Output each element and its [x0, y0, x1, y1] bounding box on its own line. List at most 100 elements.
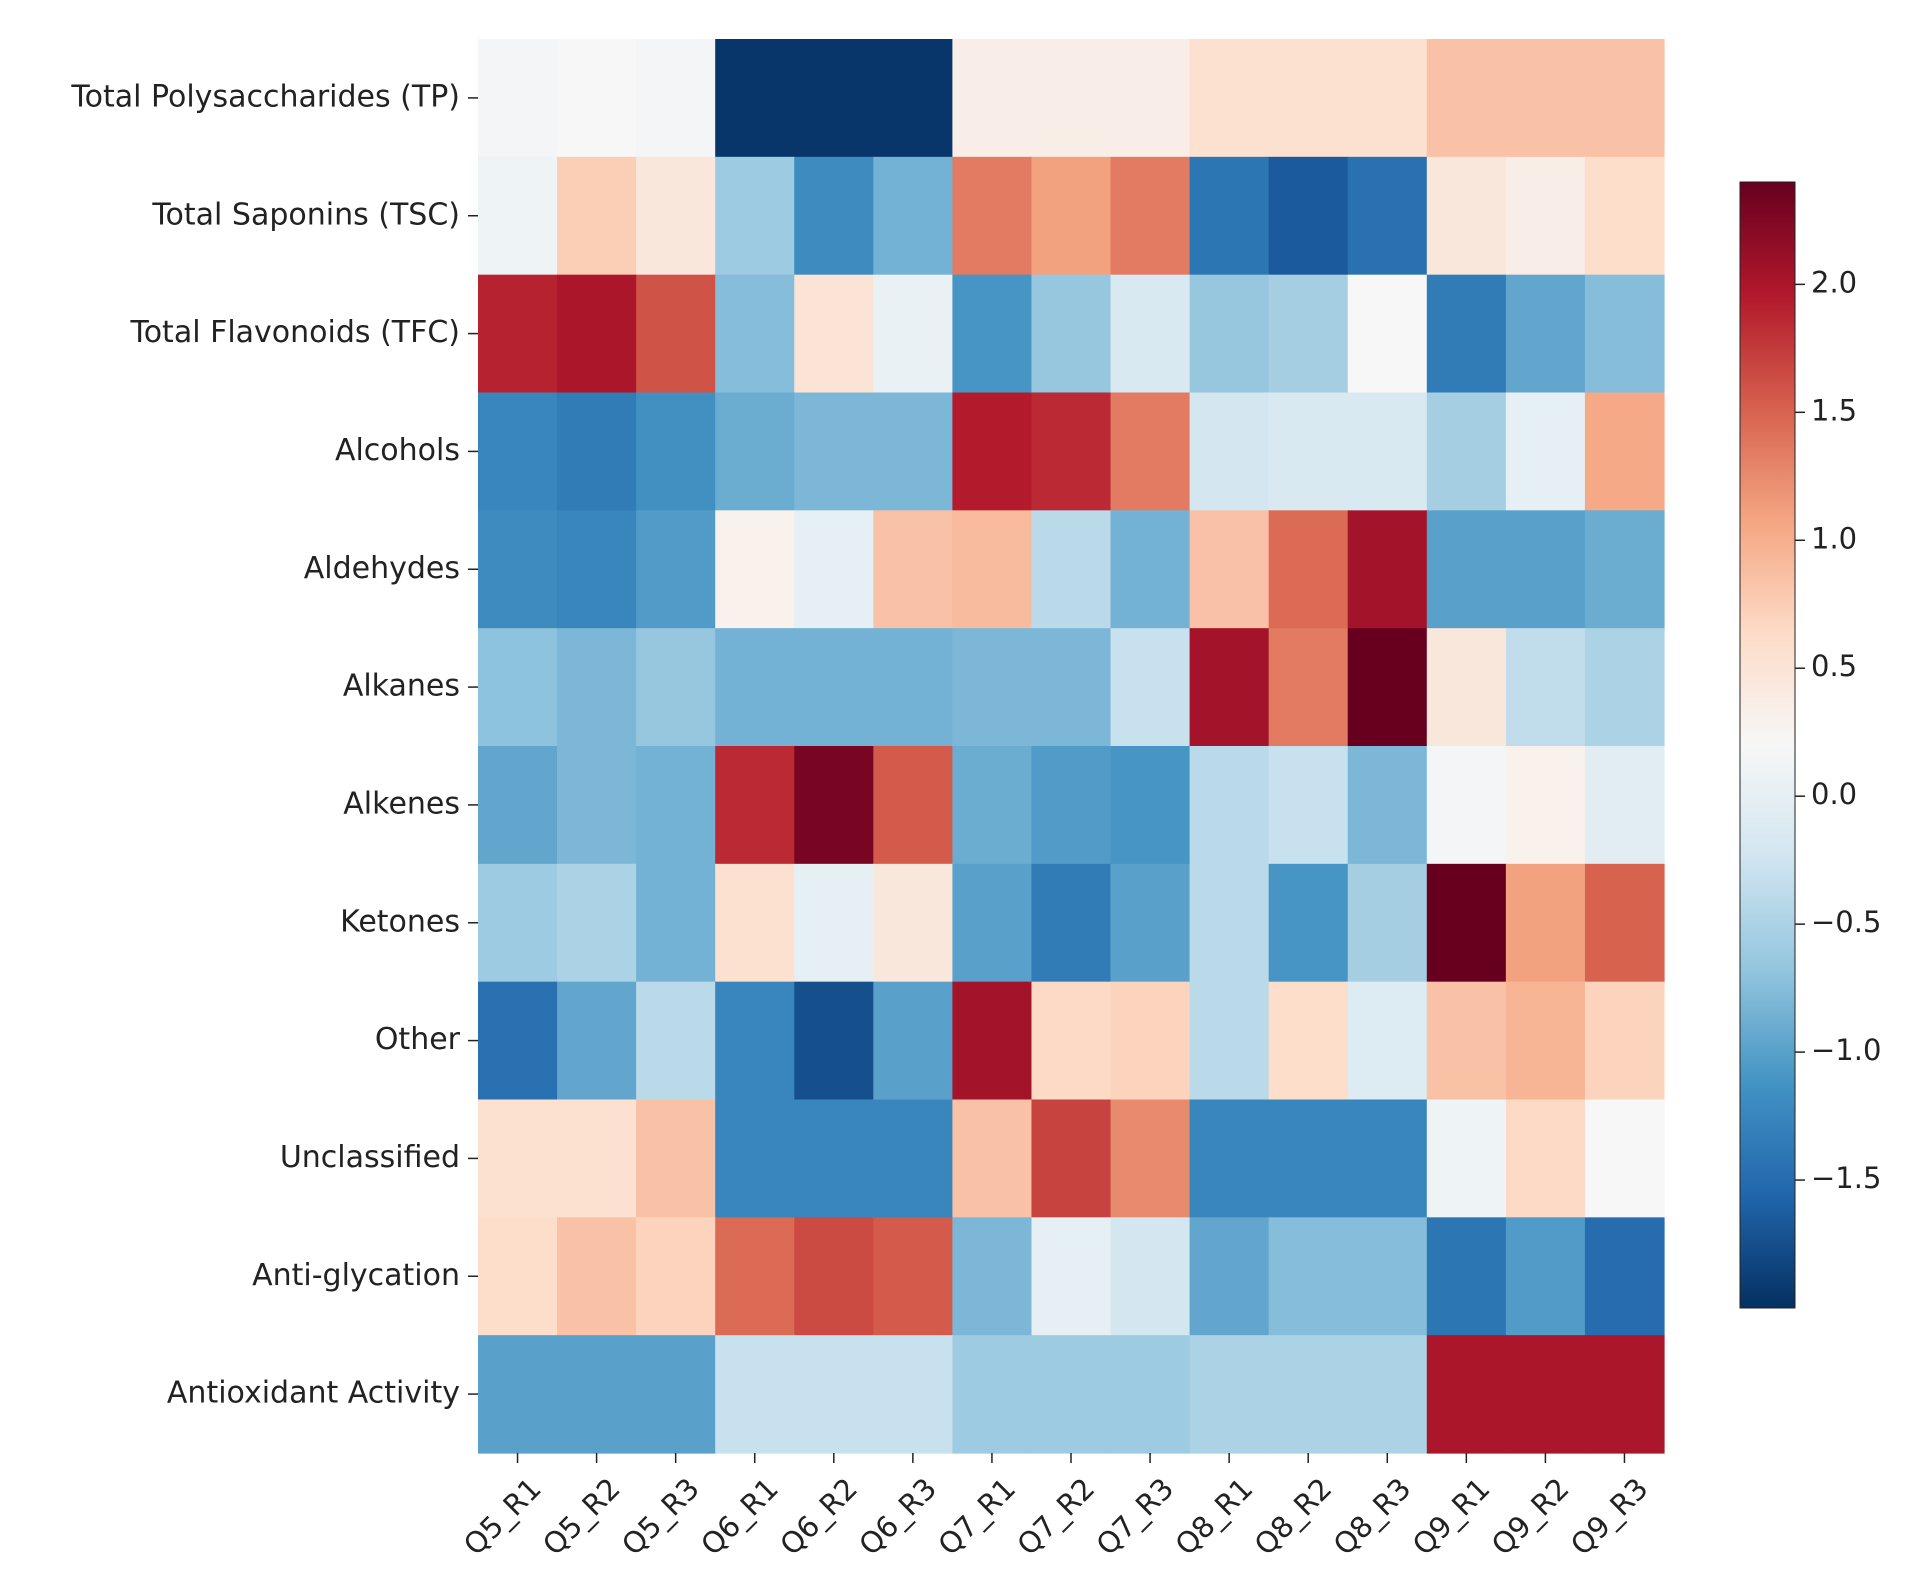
heatmap-cell [557, 1335, 637, 1454]
heatmap-cell [478, 510, 558, 629]
heatmap-cell [1584, 156, 1665, 276]
row-label: Ketones [340, 904, 460, 939]
heatmap-cell [1347, 746, 1428, 865]
heatmap-cell [1426, 1217, 1507, 1336]
heatmap-cell [873, 510, 953, 629]
heatmap-cell [1426, 274, 1507, 394]
heatmap-cell [1268, 746, 1349, 865]
heatmap-cell [794, 746, 874, 865]
heatmap-cell [478, 39, 558, 158]
colorbar: 2.0 1.5 1.0 0.5 0.0 −0.5 −1.0 −1.5 [1739, 181, 1881, 1309]
heatmap-cell [1189, 746, 1270, 865]
heatmap-cell [1584, 39, 1665, 158]
colorbar-tick-label: −1.0 [1811, 1033, 1881, 1067]
heatmap-cell [1584, 628, 1665, 747]
heatmap-cell [1110, 981, 1191, 1101]
heatmap-cell [478, 1335, 558, 1454]
heatmap-cell [1347, 863, 1428, 983]
heatmap-cell [1031, 392, 1112, 511]
heatmap-cell [1426, 156, 1507, 276]
row-label: Other [375, 1022, 461, 1057]
heatmap-cell [1347, 392, 1428, 511]
heatmap-cell [1584, 1099, 1665, 1218]
column-label: Q7_R3 [1089, 1471, 1180, 1562]
row-label: Total Saponins (TSC) [151, 197, 460, 232]
heatmap-cell [1505, 746, 1586, 865]
heatmap-cell [1347, 1217, 1428, 1336]
heatmap-cell [715, 392, 795, 511]
heatmap-cell [1505, 1217, 1586, 1336]
heatmap-cells [478, 39, 1665, 1454]
heatmap-cell [1031, 274, 1112, 394]
heatmap-cell [557, 1099, 637, 1218]
heatmap-cell [1110, 392, 1191, 511]
heatmap-cell [1505, 156, 1586, 276]
heatmap-cell [636, 981, 716, 1101]
heatmap-cell [1268, 1217, 1349, 1336]
heatmap-cell [1268, 274, 1349, 394]
colorbar-tick-label: 0.5 [1811, 649, 1857, 683]
heatmap-cell [1268, 392, 1349, 511]
heatmap-cell [1505, 274, 1586, 394]
heatmap-cell [715, 39, 795, 158]
heatmap-cell [715, 863, 795, 983]
heatmap-cell [1505, 981, 1586, 1101]
heatmap-cell [1426, 510, 1507, 629]
row-label: Alkanes [343, 669, 460, 704]
column-label: Q8_R1 [1169, 1471, 1260, 1562]
heatmap-cell [794, 156, 874, 276]
heatmap-cell [794, 628, 874, 747]
heatmap-cell [1110, 628, 1191, 747]
column-label: Q8_R2 [1248, 1471, 1339, 1562]
heatmap-cell [478, 628, 558, 747]
heatmap-cell [1584, 392, 1665, 511]
colorbar-tick-label: 2.0 [1811, 265, 1857, 299]
heatmap-cell [1426, 39, 1507, 158]
row-label: Anti-glycation [252, 1258, 460, 1293]
column-label: Q9_R2 [1485, 1471, 1576, 1562]
row-label: Antioxidant Activity [167, 1376, 460, 1411]
column-labels: Q5_R1Q5_R2Q5_R3Q6_R1Q6_R2Q6_R3Q7_R1Q7_R2… [457, 1453, 1655, 1562]
column-label: Q5_R2 [536, 1471, 627, 1562]
row-label: Unclassified [280, 1140, 460, 1175]
heatmap-cell [715, 628, 795, 747]
heatmap-cell [952, 392, 1033, 511]
heatmap-cell [1584, 1335, 1665, 1454]
heatmap-cell [715, 510, 795, 629]
heatmap-cell [1426, 1335, 1507, 1454]
heatmap-cell [1268, 863, 1349, 983]
column-label: Q7_R1 [931, 1471, 1022, 1562]
heatmap-cell [478, 863, 558, 983]
heatmap-cell [1505, 628, 1586, 747]
heatmap-cell [1268, 1099, 1349, 1218]
heatmap-cell [794, 510, 874, 629]
colorbar-tick-label: 1.0 [1811, 521, 1857, 555]
heatmap-cell [1505, 863, 1586, 983]
colorbar-tick-label: −1.5 [1811, 1161, 1881, 1195]
heatmap-cell [1189, 628, 1270, 747]
colorbar-gradient [1739, 181, 1796, 1309]
heatmap-cell [636, 628, 716, 747]
heatmap-cell [952, 981, 1033, 1101]
heatmap-cell [794, 392, 874, 511]
column-label: Q5_R3 [615, 1471, 706, 1562]
heatmap-cell [952, 156, 1033, 276]
heatmap-cell [1268, 981, 1349, 1101]
heatmap-cell [557, 863, 637, 983]
colorbar-tick-label: −0.5 [1811, 905, 1881, 939]
heatmap-cell [1426, 981, 1507, 1101]
heatmap-cell [1426, 628, 1507, 747]
heatmap-cell [1268, 39, 1349, 158]
heatmap-cell [1268, 156, 1349, 276]
heatmap-cell [952, 510, 1033, 629]
heatmap-cell [794, 39, 874, 158]
heatmap-cell [557, 1217, 637, 1336]
heatmap-cell [1031, 39, 1112, 158]
heatmap-cell [557, 746, 637, 865]
row-label: Total Polysaccharides (TP) [70, 79, 460, 114]
heatmap-cell [478, 1099, 558, 1218]
heatmap-cell [1110, 156, 1191, 276]
heatmap-cell [1189, 274, 1270, 394]
column-label: Q8_R3 [1327, 1471, 1418, 1562]
heatmap-cell [873, 981, 953, 1101]
